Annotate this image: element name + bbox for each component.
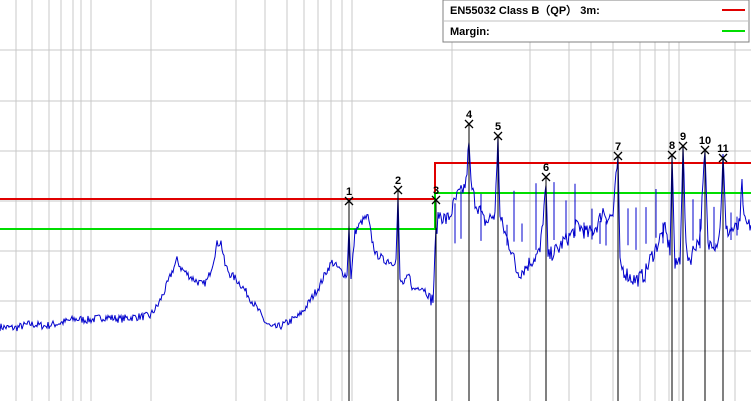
legend-margin-label: Margin: <box>450 26 490 38</box>
limit-lines <box>0 162 751 230</box>
marker-label: 7 <box>615 141 621 153</box>
marker-label: 4 <box>466 109 473 121</box>
marker-label: 5 <box>495 121 501 133</box>
legend-box: EN55032 Class B（QP） 3m: Margin: <box>442 0 750 43</box>
measurement-trace <box>0 134 751 332</box>
margin-line <box>0 192 751 230</box>
marker-label: 1 <box>346 186 352 198</box>
marker-cross <box>431 195 441 205</box>
marker-label: 10 <box>699 135 711 147</box>
legend-limit-label: EN55032 Class B（QP） 3m: <box>450 4 600 17</box>
marker-cross <box>464 119 474 129</box>
marker-cross <box>678 141 688 151</box>
marker-cross <box>393 185 403 195</box>
marker-label: 8 <box>669 140 675 152</box>
marker-label: 6 <box>543 162 549 174</box>
marker-label: 11 <box>717 143 729 155</box>
marker-cross <box>613 151 623 161</box>
marker-cross <box>667 150 677 160</box>
marker-cross <box>541 172 551 182</box>
marker-label: 9 <box>680 131 686 143</box>
marker-label: 3 <box>433 185 439 197</box>
marker-cross <box>344 196 354 206</box>
marker-cross <box>718 153 728 163</box>
marker-cross <box>700 145 710 155</box>
marker-cross <box>493 131 503 141</box>
trace-layer <box>0 134 751 332</box>
markers: 1 2 3 4 5 6 7 89 10 11 <box>344 109 729 401</box>
marker-label: 2 <box>395 175 401 187</box>
limit-line <box>0 162 751 200</box>
